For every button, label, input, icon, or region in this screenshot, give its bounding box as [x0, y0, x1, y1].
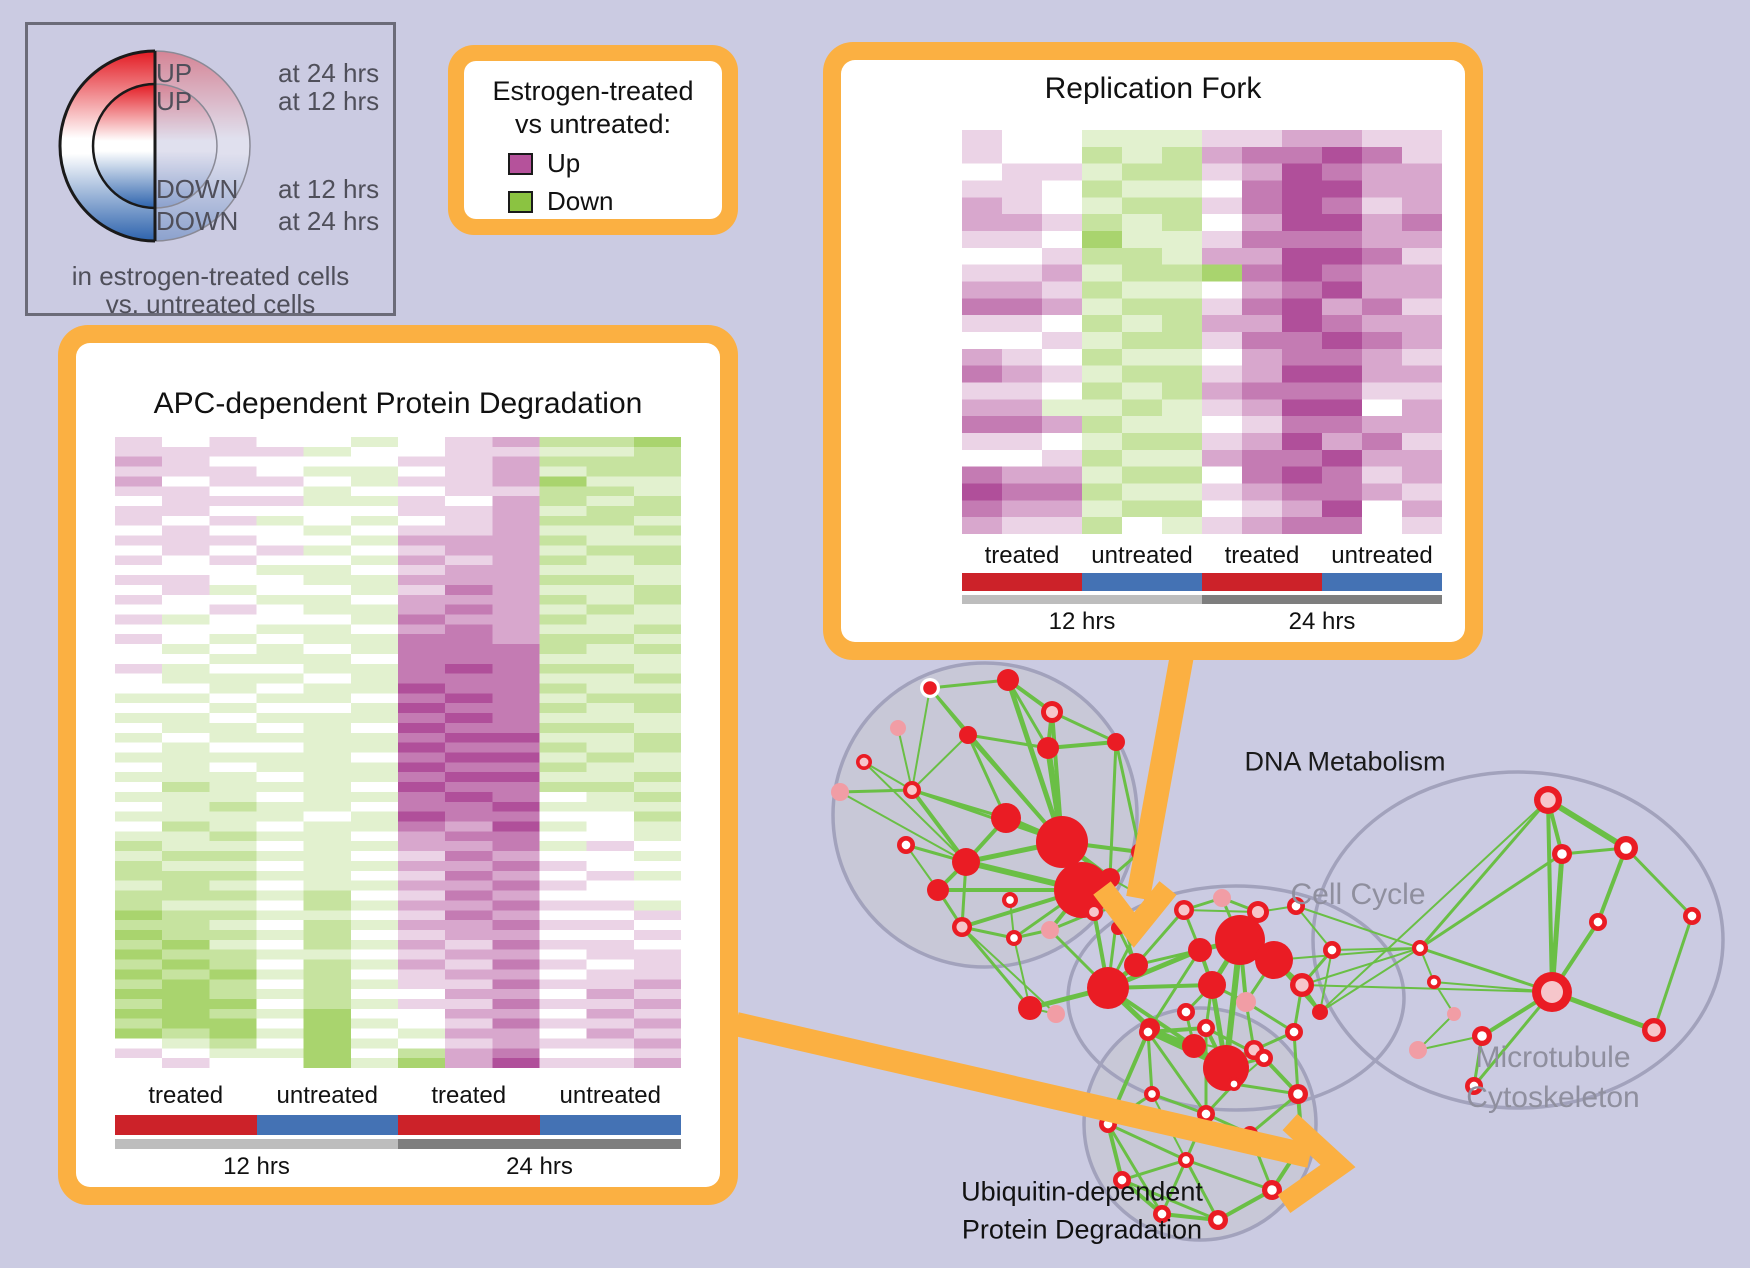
ring-up12-label: UP: [156, 86, 193, 116]
time24-bar: [398, 1139, 681, 1149]
time-label: 24 hrs: [1288, 608, 1356, 635]
time24-bar: [1202, 595, 1442, 604]
repfork-heatmap: [962, 130, 1442, 534]
apc-panel: APC-dependent Protein Degradation treate…: [58, 325, 738, 1205]
up-label: Up: [547, 148, 581, 178]
untreated-bar: [1322, 573, 1442, 591]
untreated-bar: [539, 1115, 681, 1135]
ring-legend-box: UP at 24 hrs UP at 12 hrs DOWN at 12 hrs…: [25, 22, 396, 319]
up-swatch-icon: [508, 152, 533, 175]
replication-fork-panel: Replication Fork treated untreated treat…: [823, 42, 1483, 660]
repfork-condition-bar: [962, 573, 1442, 591]
repfork-time-labels: 12 hrs 24 hrs: [962, 608, 1442, 635]
ring-at12b-label: at 12 hrs: [278, 174, 380, 204]
ubiquitin-label-line1: Ubiquitin-dependent: [961, 1176, 1203, 1207]
dna-metabolism-label: DNA Metabolism: [1244, 746, 1446, 777]
untreated-bar: [256, 1115, 398, 1135]
apc-heatmap: [115, 437, 681, 1068]
treated-bar: [962, 573, 1082, 591]
group-label: treated: [984, 542, 1060, 569]
ring-down24-label: DOWN: [156, 206, 239, 236]
ring-up24-label: UP: [156, 58, 193, 88]
treated-bar: [398, 1115, 540, 1135]
repfork-group-labels: treated untreated treated untreated: [962, 542, 1442, 570]
microtubule-label-line1: Microtubule: [1475, 1041, 1631, 1074]
apc-group-labels: treated untreated treated untreated: [115, 1082, 681, 1112]
time12-bar: [115, 1139, 398, 1149]
time-label: 24 hrs: [506, 1153, 573, 1180]
time12-bar: [962, 595, 1202, 604]
ring-at12-label: at 12 hrs: [278, 86, 380, 116]
apc-condition-bar: [115, 1115, 681, 1135]
down-label: Down: [547, 186, 614, 216]
ring-caption-line2: vs. untreated cells: [105, 289, 316, 319]
time-label: 12 hrs: [1048, 608, 1116, 635]
group-label: untreated: [559, 1082, 661, 1109]
group-label: untreated: [1091, 542, 1193, 569]
key-title-line1: Estrogen-treated: [492, 76, 694, 106]
microtubule-label-line2: Cytoskeleton: [1466, 1081, 1640, 1114]
apc-title: APC-dependent Protein Degradation: [153, 387, 643, 420]
down-swatch-icon: [508, 190, 533, 213]
repfork-title: Replication Fork: [1044, 72, 1262, 105]
group-label: untreated: [276, 1082, 378, 1109]
estrogen-color-key: Estrogen-treated vs untreated: Up Down: [448, 45, 738, 235]
ring-caption-line1: in estrogen-treated cells: [71, 261, 350, 291]
treated-bar: [1202, 573, 1322, 591]
group-label: untreated: [1331, 542, 1433, 569]
apc-time-labels: 12 hrs 24 hrs: [115, 1153, 681, 1183]
ring-down12-label: DOWN: [156, 174, 239, 204]
group-label: treated: [148, 1082, 224, 1109]
bottom-white-strip: [0, 1268, 1750, 1279]
ubiquitin-label-line2: Protein Degradation: [961, 1214, 1203, 1245]
time-label: 12 hrs: [223, 1153, 290, 1180]
untreated-bar: [1082, 573, 1202, 591]
apc-time-bar: [115, 1139, 681, 1149]
concentric-ring-icon: [58, 49, 251, 243]
ring-at24-label: at 24 hrs: [278, 58, 380, 88]
ring-at24b-label: at 24 hrs: [278, 206, 380, 236]
group-label: treated: [431, 1082, 507, 1109]
treated-bar: [115, 1115, 257, 1135]
group-label: treated: [1224, 542, 1300, 569]
cell-cycle-label: Cell Cycle: [1290, 878, 1426, 911]
key-title-line2: vs untreated:: [514, 109, 672, 139]
repfork-time-bar: [962, 595, 1442, 604]
